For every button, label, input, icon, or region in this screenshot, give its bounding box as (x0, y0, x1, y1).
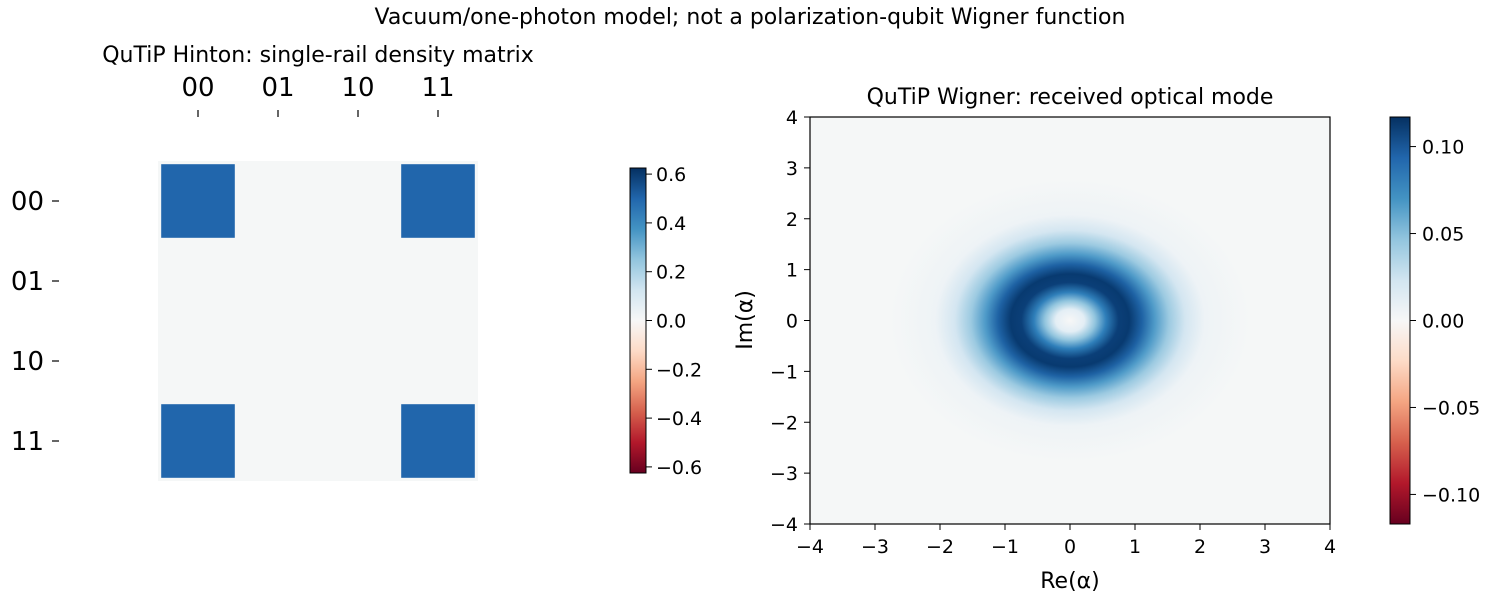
wigner-colorbar-tick-label: −0.05 (1422, 397, 1480, 419)
figure-suptitle: Vacuum/one-photon model; not a polarizat… (375, 5, 1126, 30)
wigner-colorbar-tick-label: 0.10 (1422, 137, 1464, 159)
wigner-colorbar-tick-label: −0.10 (1422, 484, 1480, 506)
wigner-x-tick-label: 4 (1324, 536, 1336, 558)
wigner-x-tick-label: 1 (1129, 536, 1141, 558)
wigner-y-tick-label: −1 (770, 361, 798, 383)
hinton-y-tick-label: 00 (11, 187, 44, 217)
wigner-colorbar: 0.10 0.05 0.00 −0.05 −0.10 (1389, 116, 1480, 525)
hinton-colorbar-tick-label: 0.0 (656, 311, 686, 333)
hinton-colorbar-ticks: 0.6 0.4 0.2 0.0 −0.2 −0.4 −0.6 (646, 164, 702, 479)
hinton-y-ticks: 00 01 10 11 (11, 187, 59, 457)
hinton-cell (401, 404, 475, 478)
wigner-y-tick-label: 0 (786, 311, 798, 333)
hinton-x-ticks: 00 01 10 11 (181, 73, 455, 117)
wigner-y-tick-label: 4 (786, 107, 798, 129)
wigner-y-tick-label: −4 (770, 514, 798, 536)
wigner-title: QuTiP Wigner: received optical mode (867, 85, 1274, 110)
hinton-panel: QuTiP Hinton: single-rail density matrix… (11, 43, 534, 481)
wigner-colorbar-ticks: 0.10 0.05 0.00 −0.05 −0.10 (1410, 137, 1480, 506)
wigner-panel: QuTiP Wigner: received optical mode −4 −3… (733, 85, 1336, 594)
hinton-y-tick-label: 01 (11, 267, 44, 297)
wigner-x-tick-label: −4 (796, 536, 824, 558)
hinton-x-tick-label: 00 (181, 73, 214, 103)
hinton-title: QuTiP Hinton: single-rail density matrix (102, 43, 534, 68)
wigner-ring (890, 179, 1250, 462)
hinton-colorbar-tick-label: −0.4 (656, 408, 702, 430)
hinton-cells (161, 164, 475, 478)
hinton-x-tick-label: 11 (421, 73, 454, 103)
hinton-x-tick-label: 10 (341, 73, 374, 103)
wigner-x-tick-label: 2 (1194, 536, 1206, 558)
hinton-y-tick-label: 11 (11, 427, 44, 457)
wigner-x-tick-label: −3 (861, 536, 889, 558)
hinton-x-tick-label: 01 (261, 73, 294, 103)
wigner-x-tick-label: −2 (926, 536, 954, 558)
wigner-x-tick-label: 3 (1259, 536, 1271, 558)
hinton-colorbar-gradient (629, 167, 647, 474)
wigner-x-tick-label: 0 (1064, 536, 1076, 558)
hinton-cell (161, 164, 235, 238)
wigner-y-tick-label: −3 (770, 463, 798, 485)
wigner-colorbar-tick-label: 0.05 (1422, 224, 1464, 246)
hinton-cell (161, 404, 235, 478)
wigner-y-tick-label: 2 (786, 209, 798, 231)
wigner-xlabel: Re(α) (1040, 569, 1100, 594)
wigner-y-ticks: 4 3 2 1 0 −1 −2 −3 −4 (770, 107, 810, 536)
hinton-cell (401, 164, 475, 238)
wigner-colorbar-tick-label: 0.00 (1422, 311, 1464, 333)
wigner-y-tick-label: 3 (786, 158, 798, 180)
wigner-x-tick-label: −1 (991, 536, 1019, 558)
wigner-y-tick-label: −2 (770, 412, 798, 434)
hinton-colorbar-tick-label: 0.2 (656, 262, 686, 284)
hinton-colorbar-tick-label: −0.6 (656, 457, 702, 479)
wigner-y-tick-label: 1 (786, 260, 798, 282)
wigner-ylabel: Im(α) (733, 290, 758, 350)
hinton-y-tick-label: 10 (11, 347, 44, 377)
hinton-colorbar-tick-label: −0.2 (656, 359, 702, 381)
hinton-colorbar: 0.6 0.4 0.2 0.0 −0.2 −0.4 −0.6 (629, 164, 702, 479)
hinton-colorbar-tick-label: 0.6 (656, 164, 686, 186)
wigner-colorbar-gradient (1389, 116, 1411, 525)
hinton-colorbar-tick-label: 0.4 (656, 213, 686, 235)
wigner-x-ticks: −4 −3 −2 −1 0 1 2 3 4 (796, 524, 1336, 558)
